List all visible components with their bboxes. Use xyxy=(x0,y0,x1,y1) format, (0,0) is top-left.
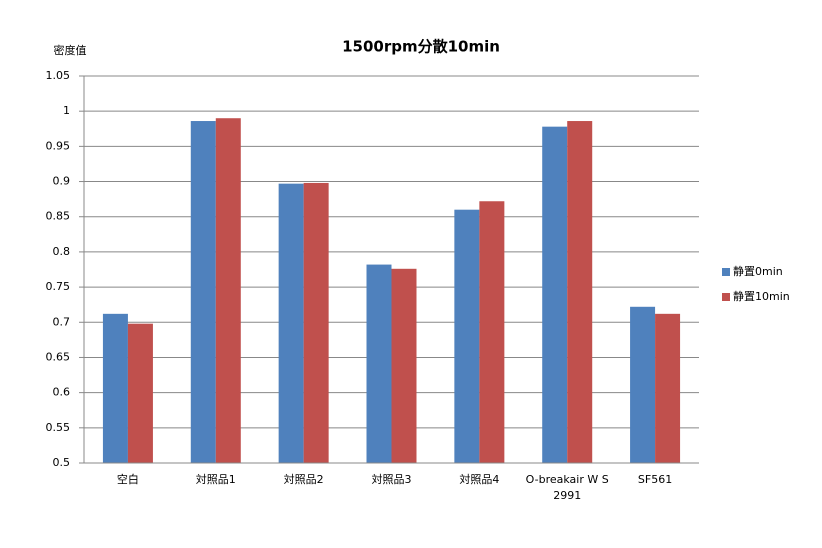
x-tick-label: 対照品2 xyxy=(283,473,324,486)
bar xyxy=(454,209,480,463)
bar xyxy=(190,121,216,464)
chart-title: 1500rpm分散10min xyxy=(342,38,500,56)
y-tick-label: 0.8 xyxy=(53,245,71,258)
bar xyxy=(391,268,417,463)
bar xyxy=(303,182,329,463)
bar xyxy=(567,121,593,464)
y-tick-label: 0.95 xyxy=(46,139,71,152)
x-tick-label: O-breakair W S 2991 xyxy=(525,473,609,502)
bar xyxy=(102,313,128,463)
x-tick-label: 対照品4 xyxy=(459,473,500,486)
y-tick-label: 1.05 xyxy=(46,69,71,82)
y-tick-label: 1 xyxy=(63,104,70,117)
y-tick-label: 0.9 xyxy=(53,175,71,188)
legend-swatch xyxy=(722,268,730,276)
bar xyxy=(655,313,681,463)
y-tick-label: 0.6 xyxy=(53,386,71,399)
legend-label: 静置0min xyxy=(733,264,783,278)
bar xyxy=(278,183,304,463)
y-tick-label: 0.75 xyxy=(46,280,71,293)
x-tick-label: SF561 xyxy=(637,473,673,486)
bar xyxy=(366,264,392,463)
bar xyxy=(542,126,568,464)
bar xyxy=(215,118,241,463)
y-tick-label: 0.65 xyxy=(46,350,71,363)
x-tick-label: 対照品3 xyxy=(371,473,412,486)
bar xyxy=(127,323,153,463)
legend-swatch xyxy=(722,293,730,301)
y-tick-label: 0.5 xyxy=(53,456,71,469)
y-tick-label: 0.55 xyxy=(46,421,71,434)
x-tick-label: 対照品1 xyxy=(195,473,236,486)
bar xyxy=(630,306,656,463)
y-axis-label: 密度值 xyxy=(54,43,87,57)
x-tick-label: 空白 xyxy=(116,473,139,486)
y-tick-label: 0.7 xyxy=(53,315,71,328)
legend-label: 静置10min xyxy=(733,289,790,303)
bar xyxy=(479,201,505,464)
y-tick-label: 0.85 xyxy=(46,210,71,223)
